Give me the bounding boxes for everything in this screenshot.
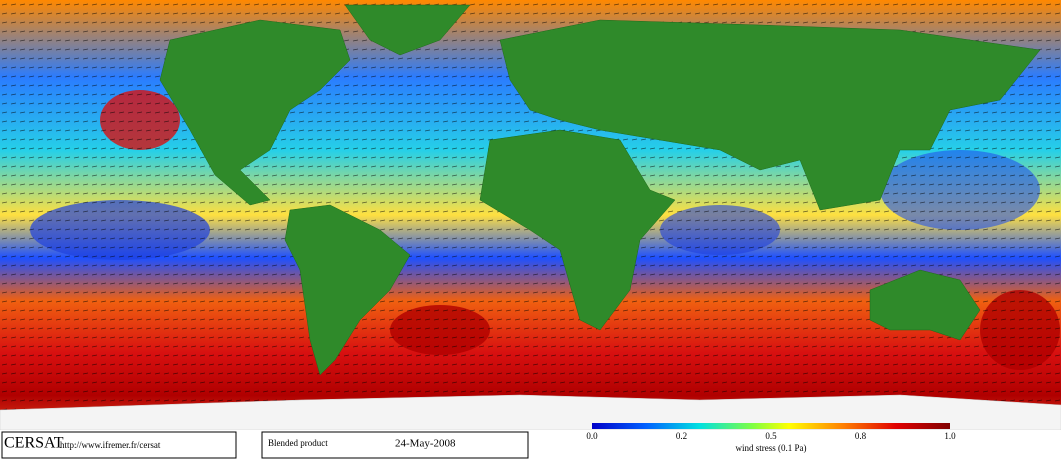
colorbar-tick-label: 0.8	[855, 431, 867, 441]
info-box	[1, 431, 237, 459]
colorbar-tick-label: 0.0	[586, 431, 598, 441]
land	[0, 4, 1061, 431]
colorbar-tick-label: 1.0	[944, 431, 956, 441]
product: Blended product	[268, 438, 328, 448]
colorbar-tick-label: 0.2	[676, 431, 687, 441]
colorbar	[592, 423, 950, 429]
url: http://www.ifremer.fr/cersat	[60, 440, 161, 450]
product-box	[261, 431, 529, 459]
date: 24-May-2008	[395, 438, 456, 450]
colorbar-label: wind stress (0.1 Pa)	[736, 443, 807, 453]
logo: CERSAT	[4, 435, 64, 452]
colorbar-tick-label: 0.5	[765, 431, 777, 441]
